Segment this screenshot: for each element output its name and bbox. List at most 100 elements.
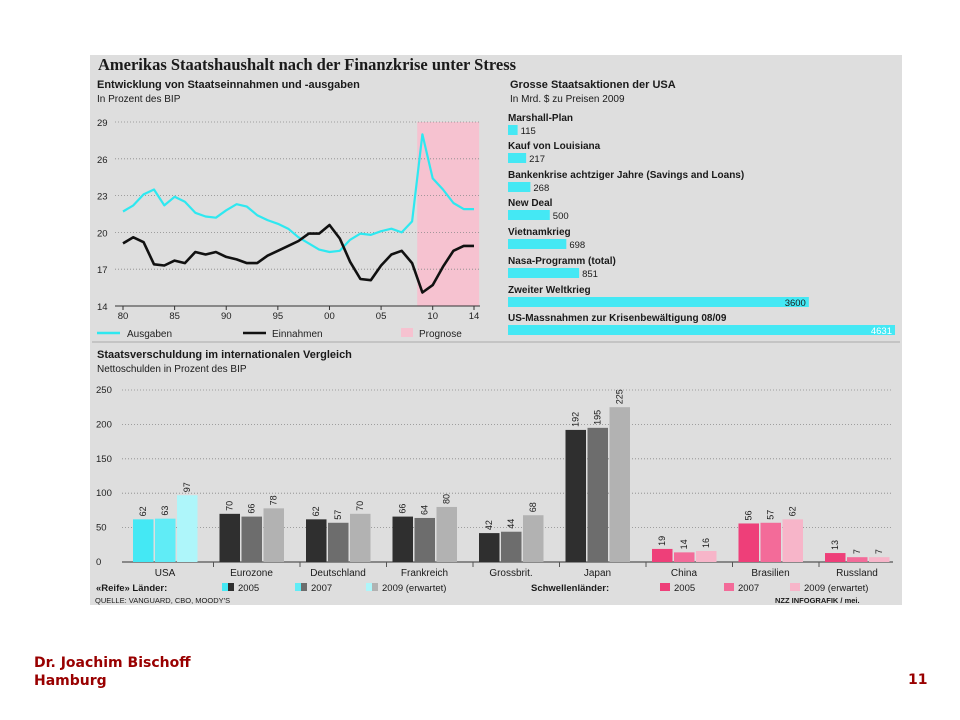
- y-tick-label: 29: [97, 118, 108, 129]
- action-label: Nasa-Programm (total): [508, 256, 616, 267]
- legend-year-label: 2007: [738, 583, 759, 594]
- debt-value: 66: [398, 504, 408, 514]
- legend-year-label: 2005: [674, 583, 695, 594]
- action-bar: [508, 210, 550, 220]
- debt-bar: [219, 513, 240, 562]
- action-bar: [508, 325, 895, 335]
- debt-value: 225: [615, 389, 625, 404]
- debt-value: 57: [333, 510, 343, 520]
- debt-bar: [241, 516, 262, 562]
- source-note: QUELLE: VANGUARD, CBO, MOODY'S: [95, 596, 231, 605]
- debt-bar: [523, 515, 544, 562]
- y-tick-label: 200: [96, 419, 112, 430]
- debt-value: 16: [701, 538, 711, 548]
- legend-year-label: 2005: [238, 583, 259, 594]
- country-label: Japan: [584, 568, 611, 579]
- debt-value: 192: [571, 412, 581, 427]
- y-tick-label: 0: [96, 557, 101, 568]
- debt-value: 78: [269, 495, 279, 505]
- x-tick-label: 05: [376, 311, 387, 322]
- debt-chart-subtitle: Nettoschulden in Prozent des BIP: [97, 364, 247, 375]
- page-number: 11: [908, 672, 928, 688]
- action-bar: [508, 153, 527, 163]
- legend-swatch-ref: [222, 583, 228, 591]
- country-label: USA: [155, 568, 176, 579]
- debt-bar: [587, 427, 608, 562]
- action-label: Zweiter Weltkrieg: [508, 285, 591, 296]
- debt-value: 62: [138, 506, 148, 516]
- debt-value: 66: [247, 504, 257, 514]
- legend-year-label: 2009 (erwartet): [382, 583, 446, 594]
- country-label: Russland: [836, 568, 878, 579]
- credit-note: NZZ INFOGRAFIK / mei.: [775, 596, 860, 605]
- debt-bar: [565, 429, 586, 562]
- country-label: Frankreich: [401, 568, 448, 579]
- legend-einnahmen-label: Einnahmen: [272, 329, 323, 340]
- y-tick-label: 17: [97, 265, 108, 276]
- debt-value: 62: [788, 506, 798, 516]
- author-city: Hamburg: [34, 673, 107, 689]
- debt-bar: [328, 522, 349, 562]
- debt-value: 42: [484, 520, 494, 530]
- debt-value: 7: [874, 549, 884, 554]
- debt-bar: [263, 508, 284, 562]
- debt-value: 13: [830, 540, 840, 550]
- debt-value: 70: [355, 501, 365, 511]
- debt-value: 97: [182, 482, 192, 492]
- debt-value: 63: [160, 506, 170, 516]
- x-tick-label: 00: [324, 311, 335, 322]
- debt-value: 70: [225, 501, 235, 511]
- action-bar: [508, 182, 531, 192]
- action-bar: [508, 297, 809, 307]
- legend-swatch-ref: [295, 583, 301, 591]
- action-bar: [508, 125, 518, 135]
- action-label: US-Massnahmen zur Krisenbewältigung 08/0…: [508, 313, 727, 324]
- action-bar: [508, 239, 567, 249]
- action-value: 851: [582, 269, 598, 280]
- action-label: Vietnamkrieg: [508, 227, 571, 238]
- debt-value: 195: [593, 410, 603, 425]
- y-tick-label: 26: [97, 155, 108, 166]
- debt-bar: [436, 506, 457, 562]
- action-value: 4631: [871, 326, 892, 337]
- footer-author: Dr. Joachim Bischoff Hamburg: [34, 654, 191, 690]
- debt-bar: [738, 523, 759, 562]
- action-label: Bankenkrise achtziger Jahre (Savings and…: [508, 170, 744, 181]
- country-label: Grossbrit.: [489, 568, 532, 579]
- legend-swatch-dark: [301, 583, 307, 591]
- y-tick-label: 50: [96, 523, 107, 534]
- y-tick-label: 250: [96, 385, 112, 396]
- legend-prognose-label: Prognose: [419, 329, 462, 340]
- debt-bar: [847, 557, 868, 562]
- debt-chart-title: Staatsverschuldung im internationalen Ve…: [97, 349, 352, 361]
- debt-bar: [501, 531, 522, 562]
- action-bar: [508, 268, 580, 278]
- legend-swatch-dark: [228, 583, 234, 591]
- debt-bar: [696, 550, 717, 562]
- legend-swatch-pink: [660, 583, 670, 591]
- x-tick-label: 14: [469, 311, 480, 322]
- line-chart-title: Entwicklung von Staatseinnahmen und -aus…: [97, 79, 360, 91]
- country-label: China: [671, 568, 698, 579]
- legend-emerging-label: Schwellenländer:: [531, 583, 609, 594]
- debt-value: 64: [420, 505, 430, 515]
- action-value: 3600: [785, 298, 806, 309]
- y-tick-label: 20: [97, 228, 108, 239]
- y-tick-label: 23: [97, 192, 108, 203]
- debt-value: 68: [528, 502, 538, 512]
- debt-bar: [825, 553, 846, 562]
- x-tick-label: 90: [221, 311, 232, 322]
- x-tick-label: 10: [427, 311, 438, 322]
- legend-swatch-pink: [724, 583, 734, 591]
- action-value: 217: [529, 154, 545, 165]
- legend-swatch-pink: [790, 583, 800, 591]
- action-value: 115: [521, 126, 536, 137]
- country-label: Deutschland: [310, 568, 366, 579]
- debt-value: 19: [657, 536, 667, 546]
- x-tick-label: 85: [169, 311, 180, 322]
- debt-bar: [782, 519, 803, 562]
- debt-value: 62: [311, 506, 321, 516]
- country-label: Brasilien: [751, 568, 789, 579]
- debt-bar: [760, 522, 781, 562]
- debt-bar: [674, 552, 695, 562]
